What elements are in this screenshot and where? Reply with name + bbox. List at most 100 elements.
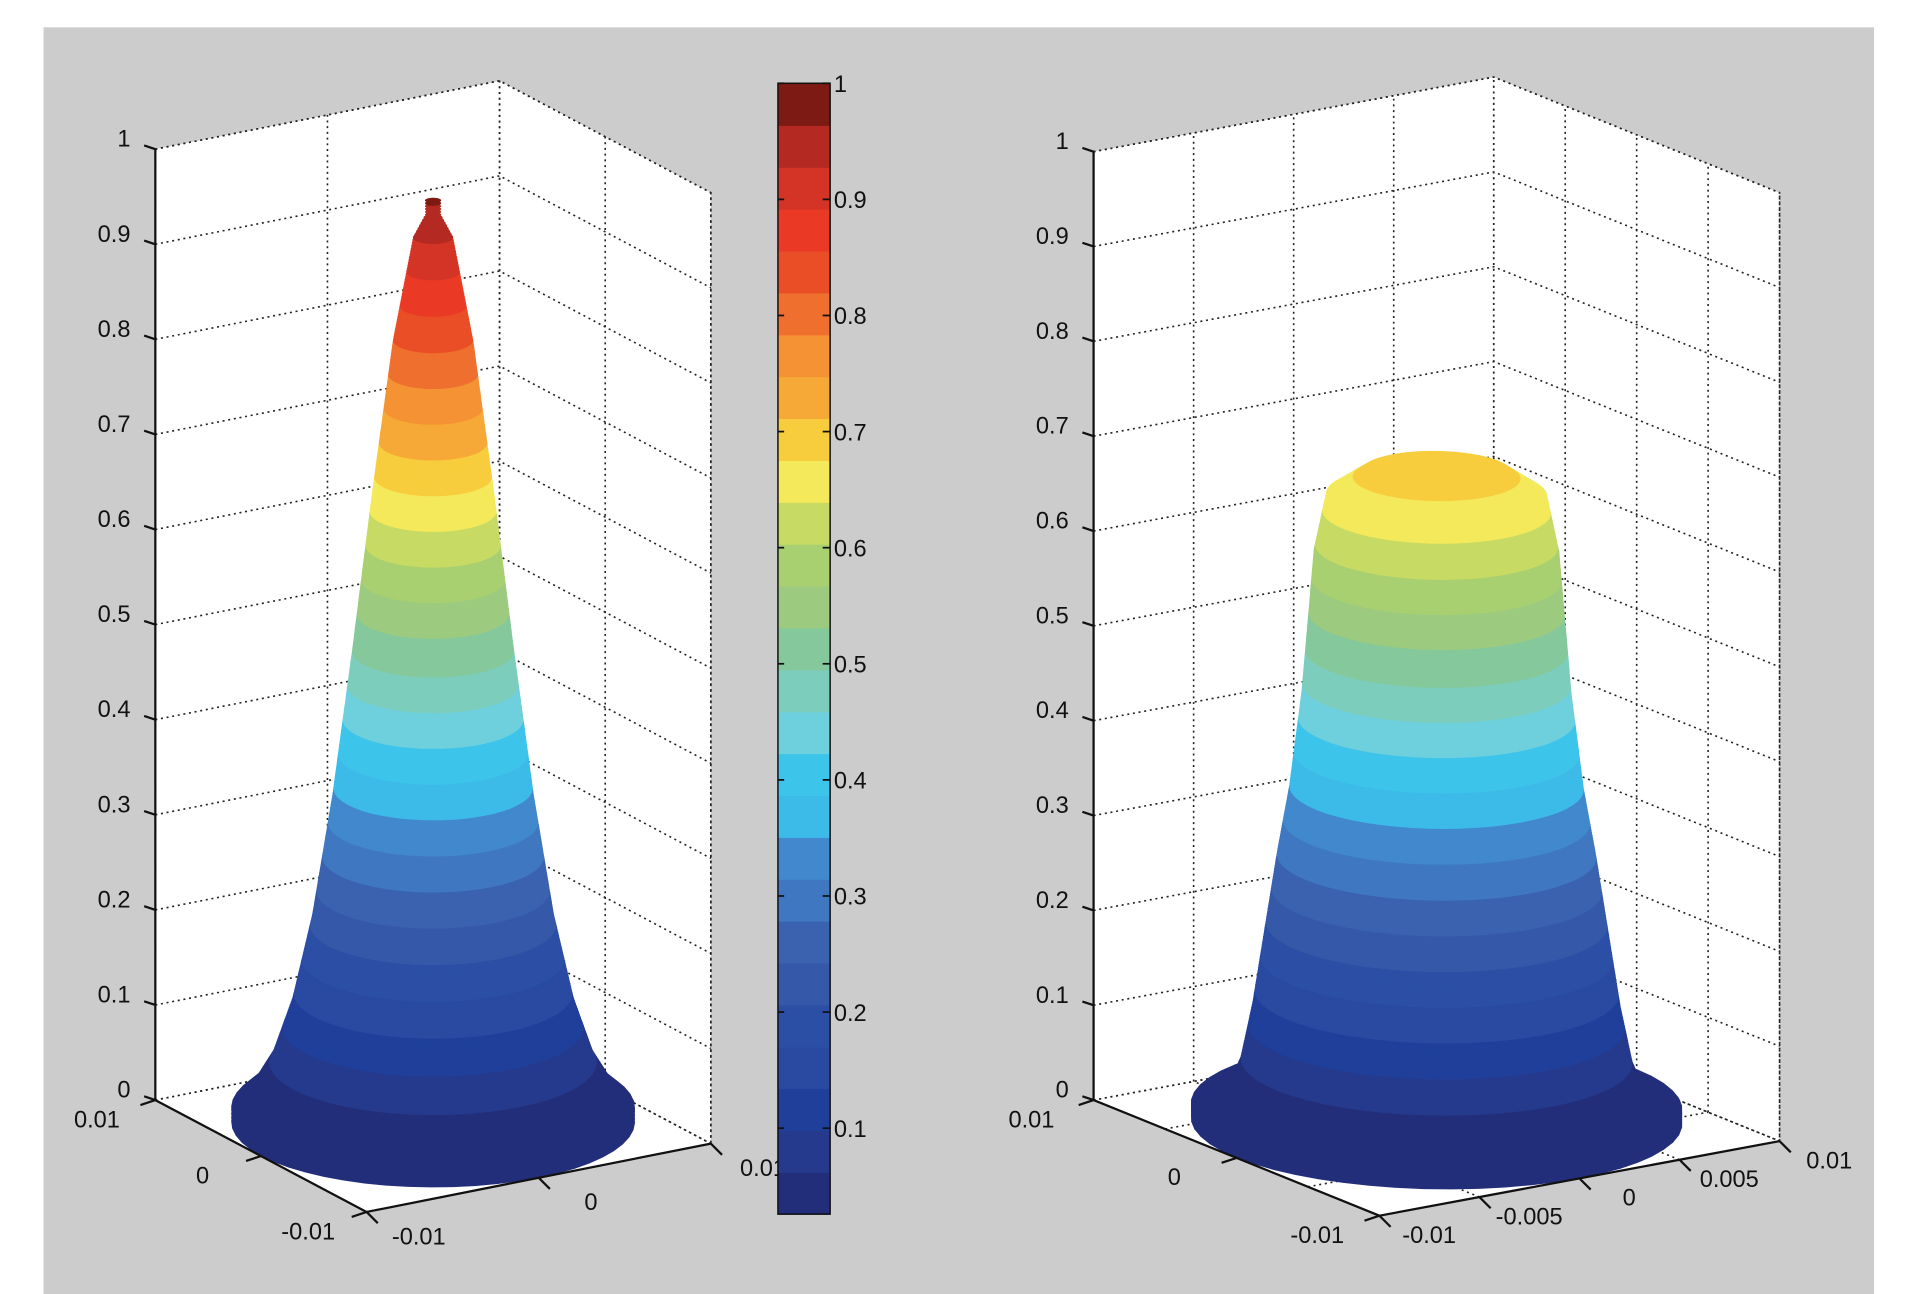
z-tick-label: 0.3	[1036, 793, 1069, 819]
x-tick	[1778, 1140, 1792, 1154]
z-tick-label: 0.3	[98, 792, 131, 818]
colorbar-band	[777, 879, 831, 922]
colorbar-tick-label: 0.4	[834, 769, 867, 795]
colorbar: 0.1 0.2 0.3 0.4 0.5 0.6 0.7 0.8 0.9 1	[777, 72, 867, 1215]
z-gridline	[155, 175, 712, 289]
z-tick-label: 0.4	[1036, 698, 1069, 724]
colorbar-band	[777, 460, 831, 503]
z-tick-label: 0.4	[98, 697, 131, 723]
surface-plot-right: 00.10.20.30.40.50.60.70.80.91-0.0100.01-…	[1008, 76, 1852, 1249]
y-tick-label: 0	[1168, 1165, 1181, 1191]
y-tick	[351, 1210, 367, 1218]
z-gridline	[155, 555, 712, 669]
z-tick	[143, 334, 156, 341]
colorbar-band	[777, 753, 831, 797]
colorbar-tick-label: 0.5	[834, 652, 867, 678]
y-axis	[154, 1099, 368, 1213]
x-tick	[537, 1176, 551, 1190]
z-tick	[143, 144, 156, 151]
z-tick	[143, 1000, 156, 1007]
surface-band	[1426, 463, 1447, 469]
x-tick	[1478, 1196, 1492, 1210]
z-tick-label: 0.8	[1036, 319, 1069, 345]
z-tick	[1082, 146, 1094, 153]
x-tick-label: -0.01	[1402, 1223, 1456, 1249]
z-tick-label: 0.9	[98, 222, 131, 248]
colorbar-band	[777, 502, 831, 545]
colorbar-band	[777, 627, 831, 671]
surface	[231, 197, 636, 1188]
colorbar-tick-label: 0.1	[834, 1117, 867, 1143]
z-tick-label: 0.5	[98, 602, 131, 628]
colorbar-band	[777, 669, 831, 713]
z-gridline	[155, 365, 712, 479]
z-tick-label: 0.9	[1036, 224, 1069, 250]
surface-band	[425, 197, 442, 203]
z-tick	[1082, 715, 1094, 722]
colorbar-band	[777, 920, 831, 964]
x-tick-label: 0	[1623, 1186, 1636, 1212]
z-gridline	[155, 935, 712, 1050]
y-tick-label: 0	[196, 1163, 209, 1189]
z-gridline	[155, 650, 712, 764]
z-tick-label: 1	[1056, 129, 1069, 155]
colorbar-band	[777, 1130, 831, 1173]
colorbar-tick-label: 0.6	[834, 536, 867, 562]
colorbar-band	[777, 376, 831, 420]
z-tick	[1082, 1095, 1094, 1102]
box-top-edge	[155, 79, 712, 1144]
y-tick-label: 0.01	[74, 1107, 120, 1133]
z-tick-label: 0.5	[1036, 603, 1069, 629]
colorbar-band	[777, 418, 831, 461]
box-top-edge	[1093, 76, 1781, 1142]
x-tick-label: 0	[584, 1190, 597, 1216]
z-tick	[143, 239, 156, 246]
z-tick-label: 0.7	[98, 412, 131, 438]
colorbar-band	[777, 292, 831, 336]
z-gridline	[155, 745, 712, 860]
y-tick	[1221, 1156, 1237, 1164]
colorbar-band	[777, 711, 831, 755]
y-tick	[140, 1099, 156, 1107]
z-tick	[143, 810, 156, 816]
z-tick	[1082, 526, 1094, 533]
colorbar-band	[777, 962, 831, 1006]
colorbar-band	[777, 795, 831, 838]
colorbar-band	[777, 125, 831, 168]
z-gridline	[155, 270, 712, 384]
z-tick	[1082, 336, 1094, 343]
y-tick-label: -0.01	[1290, 1223, 1344, 1249]
colorbar-tick-label: 0.8	[834, 304, 867, 330]
colorbar-tick-label: 0.9	[834, 188, 867, 214]
z-gridline	[1093, 265, 1780, 384]
colorbar-band	[777, 585, 831, 629]
x-tick	[710, 1142, 723, 1156]
z-tick-label: 1	[117, 127, 130, 153]
z-tick	[1082, 810, 1094, 817]
x-axis	[366, 1142, 712, 1214]
z-tick	[1082, 905, 1094, 912]
colorbar-band	[777, 208, 831, 252]
colorbar-band	[777, 1172, 831, 1215]
z-tick-label: 0.6	[98, 507, 131, 533]
colorbar-band	[777, 83, 831, 126]
colorbar-band	[777, 334, 831, 378]
z-gridline	[1093, 455, 1780, 573]
z-tick	[1082, 1000, 1094, 1007]
colorbar-band	[777, 167, 831, 210]
z-tick	[143, 714, 156, 721]
z-tick	[143, 905, 156, 911]
y-tick	[1078, 1099, 1094, 1107]
z-tick-label: 0	[1056, 1078, 1069, 1104]
z-tick-label: 0.2	[98, 887, 131, 913]
colorbar-band	[777, 837, 831, 880]
colorbar-band	[777, 1088, 831, 1132]
colorbar-frame	[777, 82, 831, 1215]
z-tick-label: 0	[117, 1078, 130, 1104]
colorbar-band	[777, 1004, 831, 1048]
y-tick	[1364, 1214, 1380, 1222]
surface-band	[1392, 456, 1481, 482]
x-tick-label: 0.01	[1806, 1148, 1852, 1174]
colorbar-band	[777, 250, 831, 294]
